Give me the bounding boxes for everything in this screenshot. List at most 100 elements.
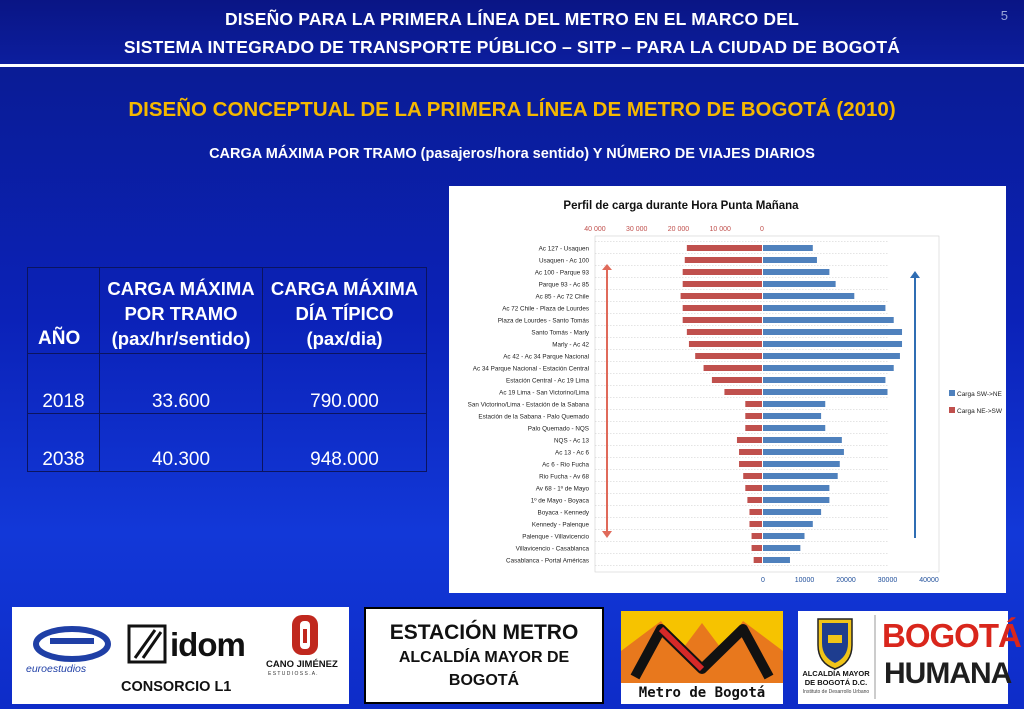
bar-ne-sw [751, 533, 762, 539]
bar-sw-ne [763, 473, 838, 479]
top-tick-label: 20 000 [668, 226, 690, 233]
bar-ne-sw [745, 425, 762, 431]
bottom-tick-label: 10000 [795, 577, 815, 584]
table-row: 2038 40.300 948.000 [27, 413, 427, 472]
alcaldia-line-3: Instituto de Desarrollo Urbano [802, 689, 870, 695]
bogota-humana-line-2: HUMANA [884, 657, 1012, 690]
table-row: 2018 33.600 790.000 [27, 353, 427, 414]
consorcio-name: CONSORCIO L1 [121, 679, 232, 695]
bar-ne-sw [745, 485, 762, 491]
table-header-row: AÑO CARGA MÁXIMA POR TRAMO (pax/hr/senti… [27, 267, 427, 354]
bar-sw-ne [763, 545, 801, 551]
bar-ne-sw [739, 461, 762, 467]
bar-sw-ne [763, 485, 830, 491]
bottom-tick-label: 40000 [919, 577, 939, 584]
bar-sw-ne [763, 245, 813, 251]
category-label: Santo Tomás - Marly [531, 330, 589, 337]
category-label: Rio Fucha - Av 68 [539, 474, 589, 481]
bar-ne-sw [749, 521, 762, 527]
bar-ne-sw [753, 557, 762, 563]
cell-carga-tramo: 33.600 [99, 353, 263, 414]
cano-jimenez-sub: E S T U D I O S S . A . [268, 671, 318, 677]
legend-label: Carga SW->NE [957, 391, 1003, 398]
category-label: NQS - Ac 13 [554, 438, 589, 445]
cell-carga-dia: 948.000 [262, 413, 427, 472]
category-label: Ac 85 - Ac 72 Chile [535, 294, 589, 301]
bar-ne-sw [688, 341, 762, 347]
category-label: Ac 72 Chile - Plaza de Lourdes [502, 306, 589, 313]
bar-ne-sw [682, 281, 762, 287]
header-carga-tramo: CARGA MÁXIMA POR TRAMO (pax/hr/sentido) [99, 267, 263, 354]
category-label: Usaquen - Ac 100 [539, 258, 590, 265]
category-label: Marly - Ac 42 [552, 342, 589, 349]
category-label: Villavicencio - Casablanca [516, 546, 590, 553]
load-profile-svg: Perfil de carga durante Hora Punta Mañan… [468, 200, 1003, 584]
bar-ne-sw [682, 317, 762, 323]
category-label: Ac 42 - Ac 34 Parque Nacional [503, 354, 589, 361]
cell-carga-tramo: 40.300 [99, 413, 263, 472]
alcaldia-line-2: DE BOGOTÁ D.C. [804, 678, 868, 687]
bar-ne-sw [703, 365, 762, 371]
bar-sw-ne [763, 281, 836, 287]
bar-ne-sw [684, 257, 762, 263]
cell-year: 2018 [27, 353, 100, 414]
category-label: Boyaca - Kennedy [538, 510, 590, 517]
bar-sw-ne [763, 341, 903, 347]
top-tick-label: 40 000 [584, 226, 606, 233]
bar-sw-ne [763, 497, 830, 503]
bar-sw-ne [763, 353, 900, 359]
bar-sw-ne [763, 413, 822, 419]
bar-ne-sw [749, 509, 762, 515]
category-label: Ac 6 - Rio Fucha [542, 462, 589, 469]
legend-swatch [949, 390, 955, 396]
category-label: Parque 93 - Ac 85 [539, 282, 590, 289]
bar-ne-sw [747, 497, 762, 503]
capacity-table: AÑO CARGA MÁXIMA POR TRAMO (pax/hr/senti… [27, 267, 427, 472]
bar-sw-ne [763, 389, 888, 395]
euroestudios-text: euroestudios [26, 663, 87, 675]
header-carga-tramo-l1: CARGA MÁXIMA [107, 278, 255, 299]
header-carga-dia: CARGA MÁXIMA DÍA TÍPICO (pax/dia) [262, 267, 427, 354]
category-label: Ac 19 Lima - San Victorino/Lima [499, 390, 589, 397]
estacion-line-2: ALCALDÍA MAYOR DE [398, 649, 570, 666]
category-label: Estación Central - Ac 19 Lima [506, 378, 589, 385]
bar-sw-ne [763, 425, 826, 431]
legend-label: Carga NE->SW [957, 408, 1003, 415]
bar-ne-sw [686, 329, 762, 335]
bar-sw-ne [763, 521, 813, 527]
category-label: Ac 13 - Ac 6 [555, 450, 589, 457]
bar-sw-ne [763, 257, 817, 263]
subtitle: CARGA MÁXIMA POR TRAMO (pasajeros/hora s… [209, 146, 815, 162]
bar-sw-ne [763, 557, 790, 563]
chart-title: Perfil de carga durante Hora Punta Mañan… [563, 200, 799, 212]
euroestudios-logo [33, 626, 111, 662]
cell-carga-dia: 790.000 [262, 353, 427, 414]
header-carga-tramo-l3: (pax/hr/sentido) [111, 328, 251, 349]
bar-sw-ne [763, 293, 855, 299]
category-label: 1º de Mayo - Boyaca [531, 498, 590, 505]
bar-ne-sw [745, 401, 762, 407]
category-label: San Victorino/Lima - Estación de la Saba… [468, 402, 590, 409]
category-label: Casablanca - Portal Américas [506, 558, 589, 565]
category-label: Ac 127 - Usaquen [539, 246, 590, 253]
down-arrow-head-top [602, 264, 612, 270]
bogota-humana-line-1: BOGOTÁ [882, 617, 1022, 654]
bar-sw-ne [763, 365, 894, 371]
bar-ne-sw [680, 293, 762, 299]
alcaldia-bogota-logo: ALCALDÍA MAYOR DE BOGOTÁ D.C. Instituto … [798, 611, 1022, 704]
bar-sw-ne [763, 329, 903, 335]
header-carga-dia-l2: DÍA TÍPICO [295, 303, 394, 324]
estacion-title: ESTACIÓN METRO [389, 621, 579, 644]
page-number: 5 [1000, 8, 1008, 23]
top-tick-label: 10 000 [710, 226, 732, 233]
category-label: Palenque - Villavicencio [522, 534, 589, 541]
up-arrow-head [910, 271, 920, 278]
header-carga-dia-l1: CARGA MÁXIMA [270, 278, 419, 299]
category-label: Ac 34 Parque Nacional - Estación Central [473, 366, 589, 373]
bar-ne-sw [682, 269, 762, 275]
main-title: DISEÑO CONCEPTUAL DE LA PRIMERA LÍNEA DE… [128, 98, 896, 121]
bar-ne-sw [736, 437, 762, 443]
category-label: Estación de la Sabana - Palo Quemado [478, 414, 589, 421]
metro-bogota-logo: Metro de Bogotá [621, 611, 783, 704]
top-tick-label: 30 000 [626, 226, 648, 233]
